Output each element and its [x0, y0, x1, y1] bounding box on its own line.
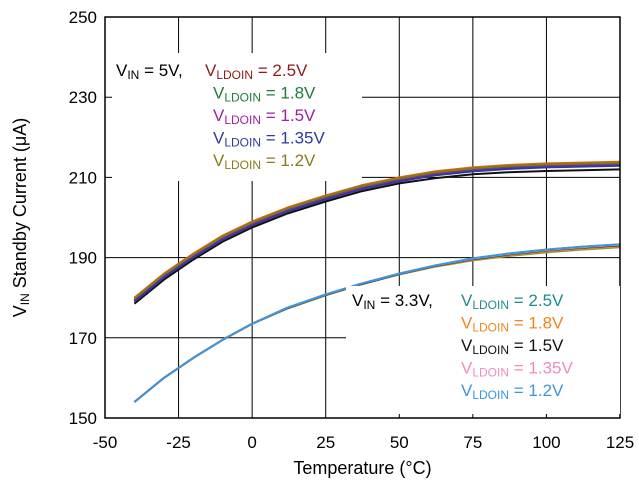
annotation-background	[346, 286, 620, 414]
x-tick-label: -25	[166, 433, 191, 452]
x-tick-label: 25	[316, 433, 335, 452]
series-line	[133, 161, 621, 300]
legend-label-value: = 1.5V	[509, 336, 564, 355]
legend-label-value: = 1.8V	[509, 314, 564, 333]
y-axis-title-prefix: V	[10, 305, 30, 317]
legend-label-subscript: LDOIN	[216, 68, 253, 82]
y-tick-label: 150	[69, 409, 97, 428]
annotation-header: VIN = 3.3V,	[352, 291, 433, 312]
legend-label-subscript: LDOIN	[224, 136, 261, 150]
legend-label-subscript: LDOIN	[224, 158, 261, 172]
legend-label: VLDOIN = 1.35V1.35V	[461, 359, 573, 380]
legend-label: VLDOIN = 1.35V1.35V	[213, 129, 325, 150]
x-tick-label: -50	[93, 433, 118, 452]
legend-label-prefix: V	[461, 359, 473, 378]
legend-label-value: = 1.35V	[509, 359, 573, 378]
legend-label-value: = 1.8V	[261, 84, 316, 103]
legend-label-value: = 1.35V	[261, 129, 325, 148]
legend-label-subscript: LDOIN	[224, 113, 261, 127]
legend-label-prefix: V	[461, 381, 473, 400]
annotation-header-value: = 5V,	[139, 61, 182, 80]
x-tick-label: 100	[532, 433, 560, 452]
y-tick-label: 250	[69, 8, 97, 27]
legend-label-value: = 2.5V	[253, 61, 308, 80]
legend-label-prefix: V	[213, 151, 225, 170]
tick-labels: -50 -25 0 25 50 75 100 125 150 170 190 210 230 250	[69, 8, 635, 452]
legend-label-prefix: V	[213, 129, 225, 148]
series-line-unlabeled	[133, 168, 621, 305]
annotation-header-value: = 3.3V,	[375, 291, 433, 310]
legend-label: VLDOIN = 1.2V1.2V	[461, 381, 564, 402]
annotation-header-subscript: IN	[363, 298, 375, 312]
plot-frame	[104, 16, 621, 419]
legend-label-prefix: V	[461, 336, 473, 355]
legend-label-subscript: LDOIN	[472, 366, 509, 380]
legend-label-prefix: V	[461, 291, 473, 310]
annotation-header-subscript: IN	[127, 68, 139, 82]
series-layer	[133, 160, 621, 403]
legend-label: VLDOIN = 1.8V1.8V	[461, 314, 564, 335]
legend-label-prefix: V	[213, 106, 225, 125]
legend-label-value: = 1.2V	[509, 381, 564, 400]
legend-label: VLDOIN = 1.5V1.5V	[461, 336, 564, 357]
y-tick-label: 170	[69, 329, 97, 348]
y-axis-title-rest: Standby Current (μA)	[10, 118, 30, 293]
x-tick-label: 125	[606, 433, 634, 452]
legend-label-subscript: LDOIN	[472, 321, 509, 335]
y-axis-title-subscript: IN	[18, 293, 32, 305]
legend-label-value: = 1.5V	[261, 106, 316, 125]
legend-label-subscript: LDOIN	[472, 343, 509, 357]
legend-label: VLDOIN = 2.5V2.5V	[461, 291, 564, 312]
x-axis-title: Temperature (°C)	[293, 458, 431, 478]
annotation-header-prefix: V	[116, 61, 128, 80]
x-tick-label: 0	[247, 433, 256, 452]
annotation-background	[112, 53, 362, 181]
legend-label-value: = 2.5V	[509, 291, 564, 310]
legend-label-prefix: V	[213, 84, 225, 103]
legend-label-prefix: V	[205, 61, 217, 80]
legend-label-value: = 1.2V	[261, 151, 316, 170]
annotation-header: VIN = 5V,	[116, 61, 183, 82]
x-tick-label: 75	[463, 433, 482, 452]
series-line	[133, 164, 621, 303]
legend-label: VLDOIN = 1.5V1.5V	[213, 106, 316, 127]
legend-label-subscript: LDOIN	[472, 298, 509, 312]
legend-label: VLDOIN = 1.8V1.8V	[213, 84, 316, 105]
legend-label-prefix: V	[461, 314, 473, 333]
annotation-header-prefix: V	[352, 291, 364, 310]
x-tick-label: 50	[390, 433, 409, 452]
legend-label-subscript: LDOIN	[472, 388, 509, 402]
y-tick-label: 230	[69, 88, 97, 107]
series-line	[133, 243, 621, 403]
legend-label: VLDOIN = 1.2V1.2V	[213, 151, 316, 172]
legend-label: VLDOIN = 2.5V2.5V	[205, 61, 308, 82]
legend-label-subscript: LDOIN	[224, 91, 261, 105]
y-tick-label: 190	[69, 249, 97, 268]
y-axis-title: VIN Standby Current (μA)	[10, 118, 32, 317]
y-tick-label: 210	[69, 168, 97, 187]
